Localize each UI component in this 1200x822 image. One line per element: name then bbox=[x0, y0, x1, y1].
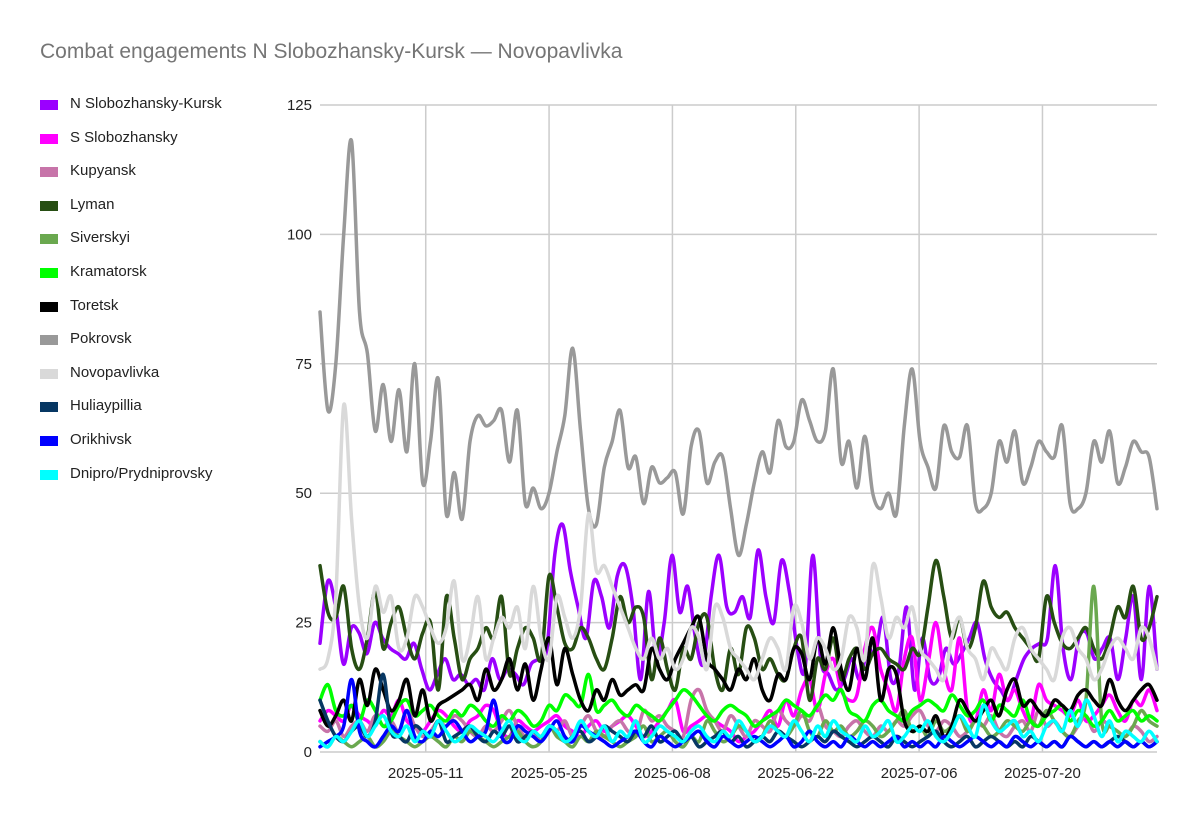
legend-swatch bbox=[40, 167, 58, 178]
y-axis-tick-labels: 0 25 50 75 100 125 bbox=[287, 97, 312, 761]
series-line-novopavlivka bbox=[318, 402, 1159, 683]
x-tick-label: 2025-05-25 bbox=[511, 765, 588, 782]
legend-swatch bbox=[40, 435, 58, 446]
x-tick-label: 2025-07-20 bbox=[1004, 765, 1081, 782]
legend-swatch bbox=[40, 200, 58, 211]
legend-item-siverskyi: Siverskyi bbox=[40, 227, 290, 261]
legend-swatch bbox=[40, 133, 58, 144]
legend-label: Dnipro/Prydniprovsky bbox=[70, 464, 213, 482]
legend-item-s-slobozhansky: S Slobozhansky bbox=[40, 127, 290, 161]
grid-layer bbox=[320, 104, 1157, 753]
y-tick-label: 25 bbox=[295, 615, 312, 632]
legend-label: N Slobozhansky-Kursk bbox=[70, 95, 222, 112]
legend-label: Lyman bbox=[70, 195, 115, 213]
legend-label: Toretsk bbox=[70, 296, 119, 314]
series-line-pokrovsk bbox=[318, 137, 1159, 558]
series-line-siverskyi bbox=[318, 584, 1159, 749]
legend-label: Pokrovsk bbox=[70, 330, 132, 348]
legend-item-lyman: Lyman bbox=[40, 194, 290, 228]
legend-swatch bbox=[40, 335, 58, 346]
y-tick-label: 0 bbox=[304, 744, 312, 761]
series-layer bbox=[318, 137, 1159, 749]
series-line-dnipro-prydniprovsky bbox=[318, 698, 1159, 749]
legend-swatch bbox=[40, 100, 58, 110]
legend-label: Siverskyi bbox=[70, 229, 131, 247]
legend-swatch bbox=[40, 368, 58, 379]
series-line-n-slobozhansky-kursk bbox=[318, 522, 1159, 703]
y-tick-label: 75 bbox=[295, 356, 312, 373]
legend-item-dnipro-prydniprovsky: Dnipro/Prydniprovsky bbox=[40, 463, 290, 497]
x-axis-tick-labels: 2025-05-11 2025-05-25 2025-06-08 2025-06-22… bbox=[388, 765, 1081, 782]
legend-item-kramatorsk: Kramatorsk bbox=[40, 261, 290, 295]
legend-label: Kramatorsk bbox=[70, 262, 147, 280]
legend-swatch bbox=[40, 402, 58, 413]
series-line-kramatorsk bbox=[318, 672, 1159, 729]
legend-swatch bbox=[40, 267, 58, 278]
legend-label: Huliaypillia bbox=[70, 397, 142, 415]
legend-label: S Slobozhansky bbox=[70, 128, 178, 146]
legend-swatch bbox=[40, 301, 58, 312]
series-line-huliaypillia bbox=[318, 672, 1159, 749]
series-line-orikhivsk bbox=[318, 677, 1159, 749]
y-tick-label: 125 bbox=[287, 97, 312, 114]
legend-item-orikhivsk: Orikhivsk bbox=[40, 429, 290, 463]
legend-label: Kupyansk bbox=[70, 162, 136, 180]
series-line-toretsk bbox=[318, 614, 1159, 739]
legend: N Slobozhansky-Kursk S Slobozhansky Kupyan… bbox=[40, 93, 290, 496]
chart-title: Combat engagements N Slobozhansky-Kursk … bbox=[40, 40, 623, 63]
legend-item-kupyansk: Kupyansk bbox=[40, 160, 290, 194]
y-tick-label: 100 bbox=[287, 226, 312, 243]
x-tick-label: 2025-06-08 bbox=[634, 765, 711, 782]
legend-item-novopavlivka: Novopavlivka bbox=[40, 362, 290, 396]
legend-item-toretsk: Toretsk bbox=[40, 295, 290, 329]
x-tick-label: 2025-05-11 bbox=[388, 765, 464, 782]
x-tick-label: 2025-06-22 bbox=[757, 765, 834, 782]
legend-label: Orikhivsk bbox=[70, 430, 132, 448]
legend-item-pokrovsk: Pokrovsk bbox=[40, 328, 290, 362]
legend-item-huliaypillia: Huliaypillia bbox=[40, 395, 290, 429]
legend-swatch bbox=[40, 469, 58, 480]
legend-label: Novopavlivka bbox=[70, 363, 160, 381]
y-tick-label: 50 bbox=[295, 485, 312, 502]
legend-item-n-slobozhansky-kursk: N Slobozhansky-Kursk bbox=[40, 93, 290, 127]
x-tick-label: 2025-07-06 bbox=[881, 765, 958, 782]
legend-swatch bbox=[40, 234, 58, 245]
